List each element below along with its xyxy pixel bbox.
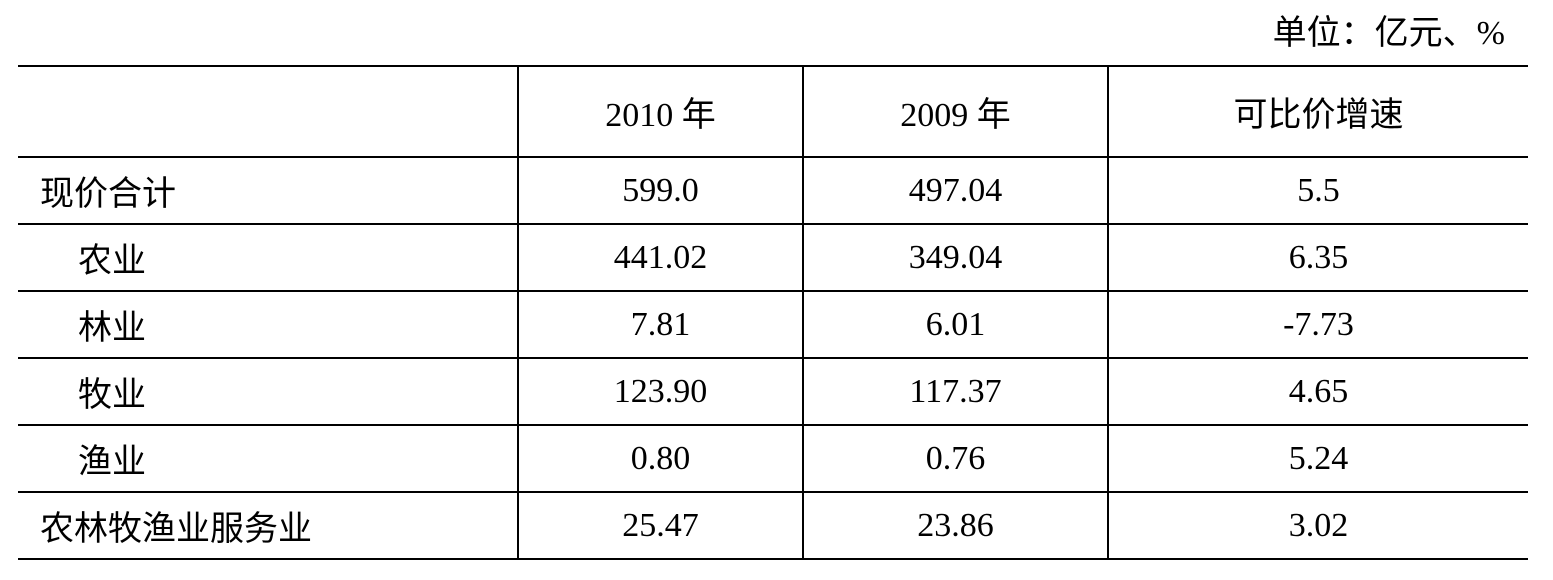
cell-growth: 5.24 <box>1107 425 1528 492</box>
cell-growth: 3.02 <box>1107 492 1528 559</box>
cell-growth: 4.65 <box>1107 358 1528 425</box>
cell-2010: 7.81 <box>517 291 803 358</box>
unit-note: 单位：亿元、% <box>1272 15 1505 52</box>
row-label: 农林牧渔业服务业 <box>40 511 312 548</box>
cell-2010: 25.47 <box>517 492 803 559</box>
table-body: 现价合计 599.0 497.04 5.5 农业 441.02 349.04 6… <box>18 157 1528 559</box>
cell-2010: 441.02 <box>517 224 803 291</box>
header-row: 2010 年 2009 年 可比价增速 <box>18 66 1528 157</box>
header-cell-2010: 2010 年 <box>517 66 803 157</box>
header-cell-2009: 2009 年 <box>802 66 1108 157</box>
header-cell-label <box>18 66 518 157</box>
table-row: 农林牧渔业服务业 25.47 23.86 3.02 <box>18 492 1528 559</box>
cell-2009: 117.37 <box>802 358 1108 425</box>
cell-growth: -7.73 <box>1107 291 1528 358</box>
table-row: 渔业 0.80 0.76 5.24 <box>18 425 1528 492</box>
cell-2009: 0.76 <box>802 425 1108 492</box>
row-label: 农业 <box>78 243 146 280</box>
cell-2009: 497.04 <box>802 157 1108 224</box>
cell-2010: 0.80 <box>517 425 803 492</box>
header-cell-growth: 可比价增速 <box>1107 66 1528 157</box>
cell-growth: 6.35 <box>1107 224 1528 291</box>
row-label: 渔业 <box>78 444 146 481</box>
row-label: 牧业 <box>78 377 146 414</box>
table-row: 林业 7.81 6.01 -7.73 <box>18 291 1528 358</box>
cell-2009: 23.86 <box>802 492 1108 559</box>
cell-2010: 599.0 <box>517 157 803 224</box>
row-label: 林业 <box>78 310 146 347</box>
cell-2010: 123.90 <box>517 358 803 425</box>
cell-growth: 5.5 <box>1107 157 1528 224</box>
data-table: 2010 年 2009 年 可比价增速 现价合计 599.0 497.04 5.… <box>18 65 1528 560</box>
cell-2009: 349.04 <box>802 224 1108 291</box>
table-row: 农业 441.02 349.04 6.35 <box>18 224 1528 291</box>
row-label: 现价合计 <box>40 176 176 213</box>
cell-2009: 6.01 <box>802 291 1108 358</box>
table-row: 现价合计 599.0 497.04 5.5 <box>18 157 1528 224</box>
table-row: 牧业 123.90 117.37 4.65 <box>18 358 1528 425</box>
